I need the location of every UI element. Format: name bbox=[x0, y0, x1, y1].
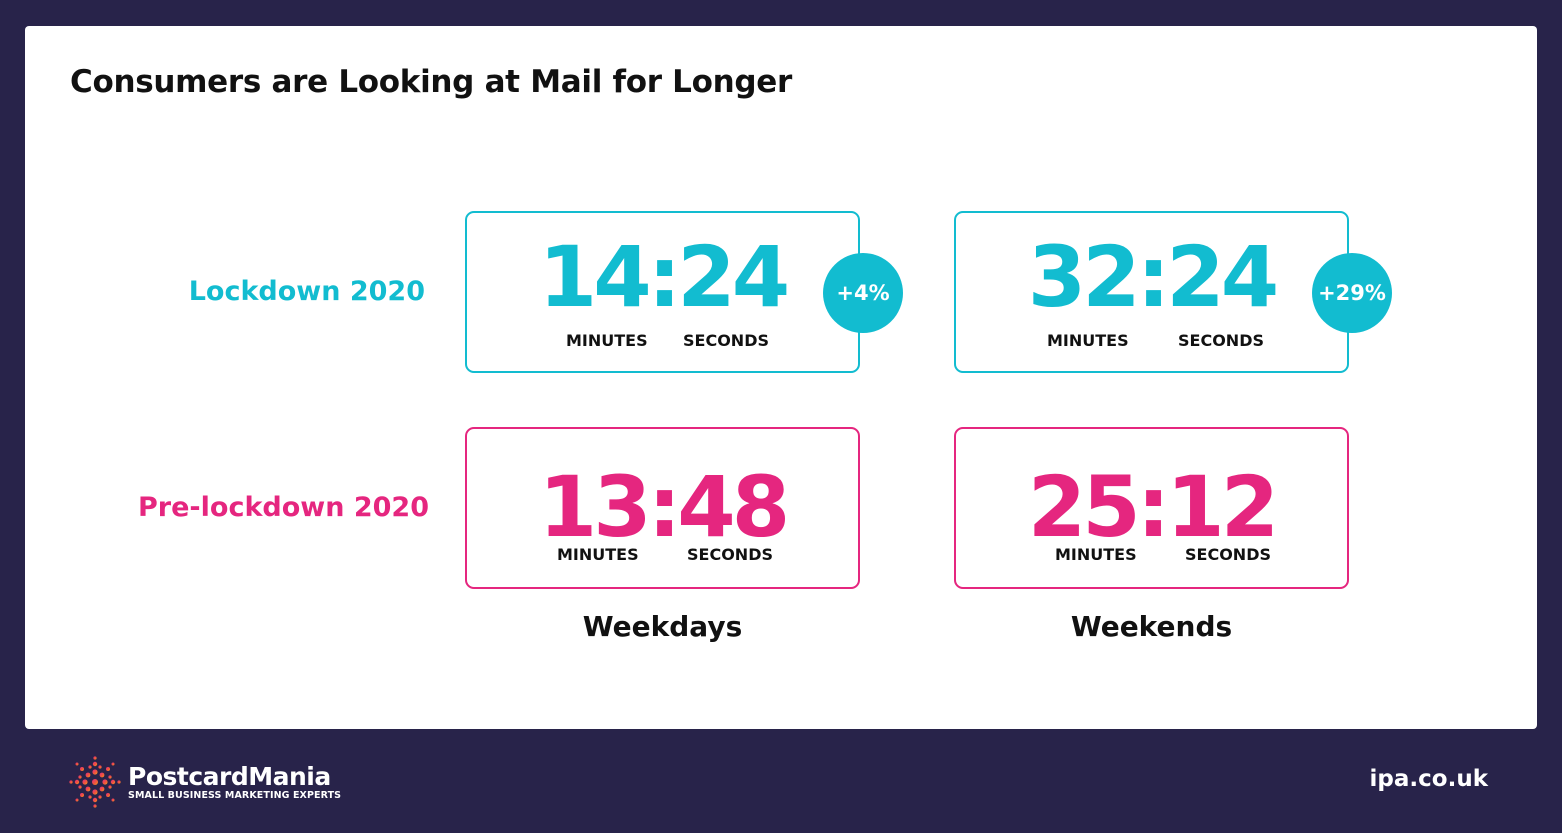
seconds-label: SECONDS bbox=[687, 545, 773, 564]
infographic-card: Consumers are Looking at Mail for Longer… bbox=[25, 26, 1537, 729]
pre-lockdown-weekdays-box: 13:48 MINUTES SECONDS bbox=[465, 427, 860, 589]
brand-name: PostcardMania bbox=[128, 761, 331, 791]
minutes-label: MINUTES bbox=[566, 331, 648, 350]
lockdown-weekdays-box: 14:24 MINUTES SECONDS bbox=[465, 211, 860, 373]
minutes-label: MINUTES bbox=[557, 545, 639, 564]
brand-tagline: SMALL BUSINESS MARKETING EXPERTS bbox=[128, 790, 342, 802]
minutes-label: MINUTES bbox=[1055, 545, 1137, 564]
postcardmania-logo: PostcardMania SMALL BUSINESS MARKETING E… bbox=[68, 755, 341, 809]
column-label-weekdays: Weekdays bbox=[582, 610, 743, 643]
seconds-label: SECONDS bbox=[1185, 545, 1271, 564]
sunburst-logo-icon bbox=[69, 756, 121, 808]
minutes-label: MINUTES bbox=[1047, 331, 1129, 350]
seconds-label: SECONDS bbox=[683, 331, 769, 350]
seconds-label: SECONDS bbox=[1178, 331, 1264, 350]
page-title: Consumers are Looking at Mail for Longer bbox=[70, 64, 792, 100]
pre-lockdown-weekends-time: 25:12 bbox=[1027, 458, 1279, 556]
lockdown-weekends-box: 32:24 MINUTES SECONDS bbox=[954, 211, 1349, 373]
lockdown-weekdays-time: 14:24 bbox=[538, 228, 790, 326]
weekends-change-badge: +29% bbox=[1312, 253, 1392, 333]
pre-lockdown-weekdays-time: 13:48 bbox=[538, 458, 790, 556]
lockdown-weekends-time: 32:24 bbox=[1027, 228, 1279, 326]
row-label-pre-lockdown: Pre-lockdown 2020 bbox=[138, 492, 429, 523]
column-label-weekends: Weekends bbox=[1070, 610, 1233, 643]
site-url: ipa.co.uk bbox=[1369, 766, 1488, 792]
pre-lockdown-weekends-box: 25:12 MINUTES SECONDS bbox=[954, 427, 1349, 589]
row-label-lockdown: Lockdown 2020 bbox=[188, 276, 425, 307]
weekdays-change-badge: +4% bbox=[823, 253, 903, 333]
